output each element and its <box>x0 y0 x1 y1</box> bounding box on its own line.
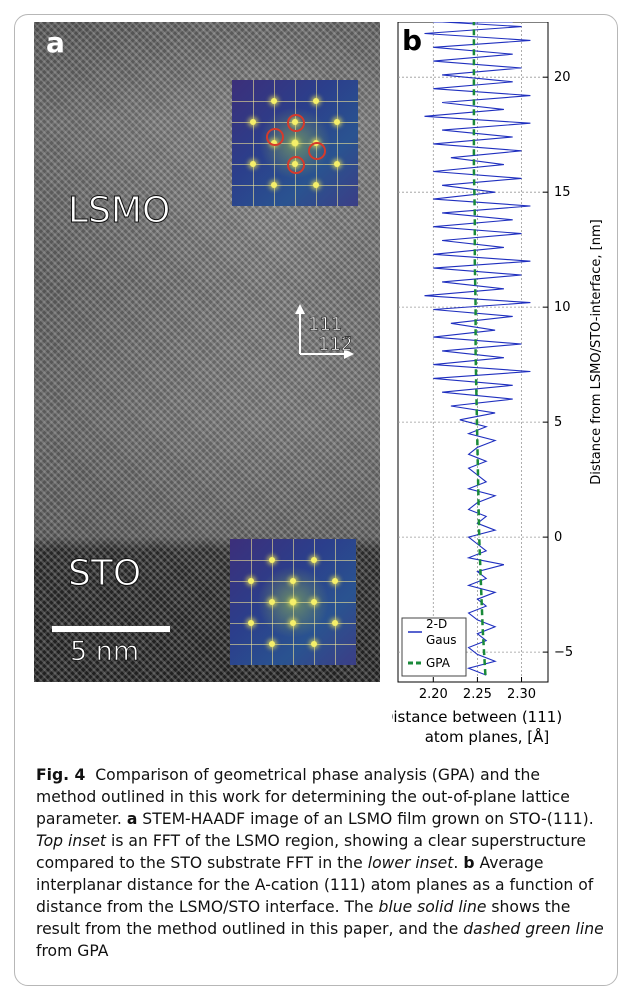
superstructure-ring <box>266 128 284 146</box>
y-tick-label: 10 <box>554 300 571 315</box>
interplanar-distance-plot: 2.20 2.25 2.30 −5 0 5 10 15 20 b 2-D Gaus GPA Di… <box>392 22 604 746</box>
x-axis-label-line2: atom planes, [Å] <box>425 727 550 746</box>
direction-111-label: 111 <box>308 314 342 335</box>
superstructure-ring <box>308 142 326 160</box>
sto-label: STO <box>67 553 142 595</box>
scale-bar <box>52 626 170 632</box>
y-axis-label: Distance from LSMO/STO-interface, [nm] <box>589 219 604 484</box>
y-tick-label: 20 <box>554 70 571 85</box>
panel-b-letter: b <box>402 24 422 57</box>
scale-bar-label: 5 nm <box>70 636 140 668</box>
panel-a-letter: a <box>46 26 65 59</box>
y-tick-label: 15 <box>554 185 571 200</box>
figure-caption: Fig. 4 Comparison of geometrical phase a… <box>36 766 604 960</box>
x-axis-label-line1: Distance between (111) <box>392 708 562 726</box>
caption-fig-label: Fig. 4 <box>36 766 86 784</box>
series-line-2-d-gaus <box>424 22 531 676</box>
legend-label-2d-gaus: 2-D <box>426 617 447 631</box>
crystal-direction-marker: 111 112̄ <box>295 304 354 359</box>
legend: 2-D Gaus GPA <box>401 617 467 677</box>
y-tick-label: 0 <box>554 530 562 545</box>
direction-112-label: 112̄ <box>318 334 352 355</box>
x-tick-label: 2.25 <box>463 687 492 702</box>
x-tick-label: 2.20 <box>419 687 448 702</box>
y-tick-label: −5 <box>554 645 573 660</box>
x-tick-label: 2.30 <box>507 687 536 702</box>
legend-label-2d-gaus-line2: Gaus <box>426 633 457 647</box>
sto-fft-inset <box>230 539 356 665</box>
y-tick-label: 5 <box>554 415 562 430</box>
stem-haadf-image: a LSMO STO <box>34 22 380 682</box>
series-line-gpa <box>472 22 487 676</box>
lsmo-fft-inset <box>232 80 358 206</box>
superstructure-ring <box>287 114 305 132</box>
superstructure-ring <box>287 156 305 174</box>
lsmo-label: LSMO <box>67 190 171 232</box>
legend-label-gpa: GPA <box>426 656 451 670</box>
